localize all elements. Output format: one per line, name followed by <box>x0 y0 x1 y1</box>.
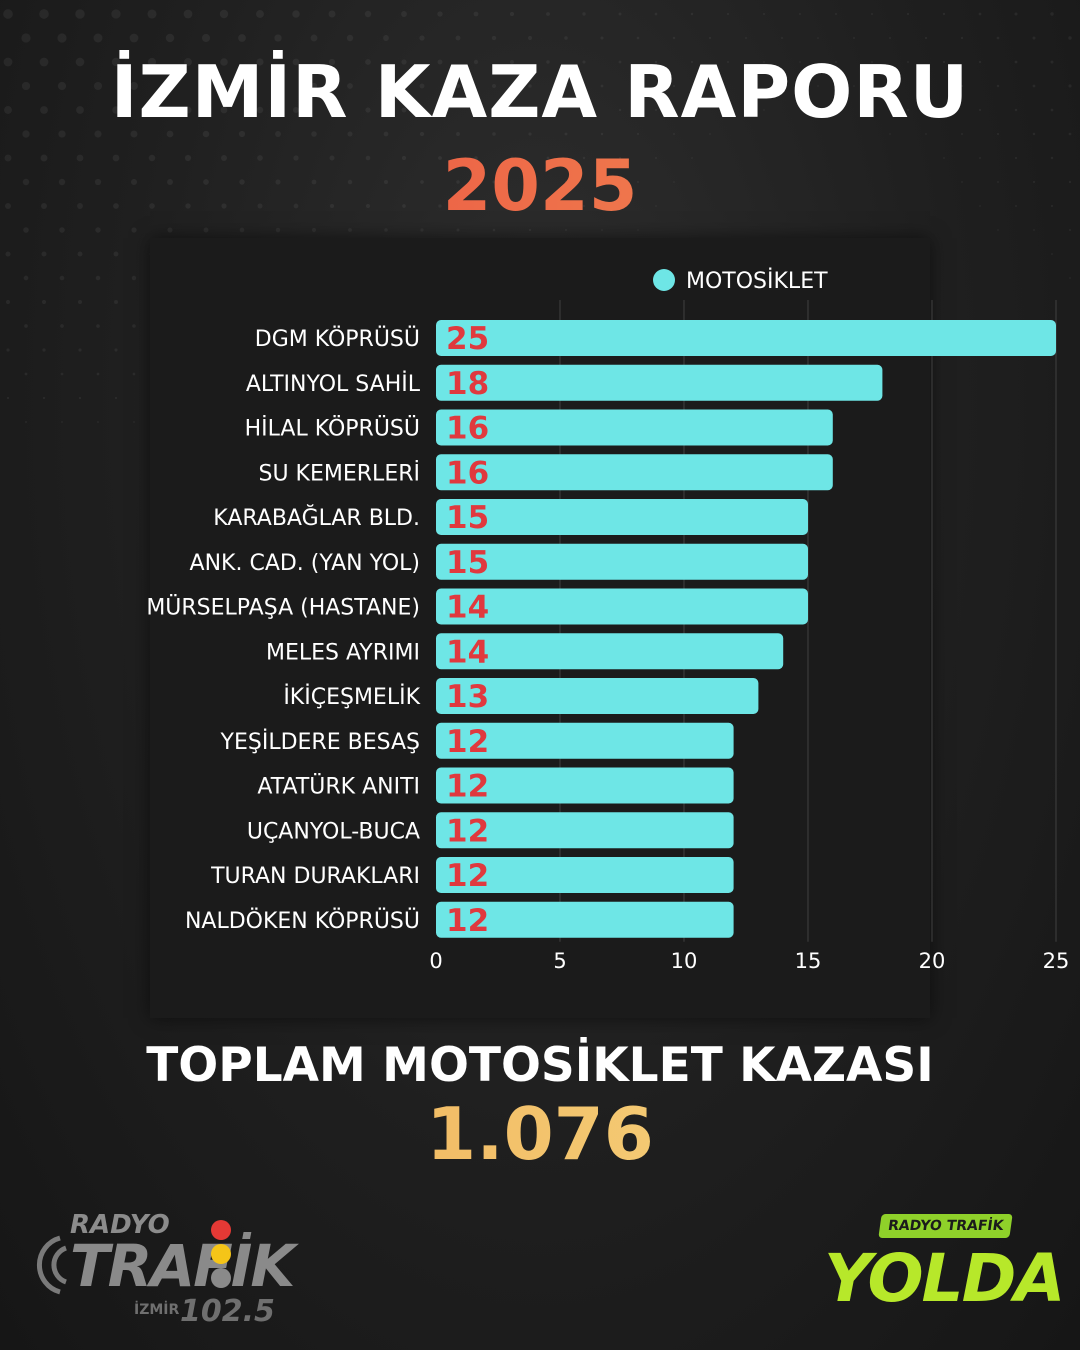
data-label: 15 <box>446 545 489 581</box>
category-label: UÇANYOL-BUCA <box>247 819 420 844</box>
data-label: 12 <box>446 858 489 894</box>
bar <box>436 857 734 893</box>
data-label: 25 <box>446 321 489 357</box>
bar <box>436 454 833 491</box>
category-label: TURAN DURAKLARI <box>210 864 420 889</box>
x-tick-label: 20 <box>919 949 946 973</box>
logo-radyo-text: RADYO <box>70 1210 170 1240</box>
logo-city-text: İZMİR <box>134 1302 180 1318</box>
report-year: 2025 <box>0 145 1080 227</box>
bar <box>436 543 808 580</box>
category-label: KARABAĞLAR BLD. <box>213 505 420 531</box>
bar <box>436 409 833 446</box>
data-label: 12 <box>446 813 489 849</box>
category-label: NALDÖKEN KÖPRÜSÜ <box>185 908 420 934</box>
legend-swatch <box>653 269 675 291</box>
data-label: 16 <box>446 455 489 491</box>
page-title: İZMİR KAZA RAPORU <box>110 50 970 134</box>
category-label: ALTINYOL SAHİL <box>246 371 421 397</box>
x-tick-label: 5 <box>553 949 566 973</box>
data-label: 13 <box>446 679 489 715</box>
bar <box>436 767 734 804</box>
category-label: İKİÇEŞMELİK <box>283 684 420 710</box>
bar <box>436 633 784 670</box>
logo-frequency-text: 102.5 <box>180 1294 275 1329</box>
broadcast-waves-icon <box>36 1235 68 1295</box>
radyo-trafik-logo: RADYO TRAFİK İZMİR 102.5 <box>30 1210 295 1335</box>
logo-badge: RADYO TRAFİK <box>878 1214 1014 1238</box>
category-label: HİLAL KÖPRÜSÜ <box>245 416 420 442</box>
bar <box>436 320 1056 356</box>
total-value: 1.076 <box>0 1092 1080 1176</box>
logo-trafik-text: TRAFİK <box>70 1232 295 1300</box>
data-label: 18 <box>446 366 489 402</box>
bar <box>436 722 734 759</box>
logo-yolda-text: YOLDA <box>824 1240 1065 1317</box>
bar <box>436 901 734 938</box>
data-label: 12 <box>446 724 489 760</box>
yolda-logo: RADYO TRAFİK YOLDA <box>822 1210 1065 1320</box>
total-label: TOPLAM MOTOSİKLET KAZASI <box>146 1038 934 1093</box>
legend-label: MOTOSİKLET <box>686 268 828 294</box>
category-label: MÜRSELPAŞA (HASTANE) <box>146 595 420 621</box>
bar <box>436 364 883 401</box>
traffic-light-icon <box>211 1220 231 1288</box>
bar <box>436 588 808 625</box>
data-label: 14 <box>446 590 489 626</box>
bar <box>436 812 734 849</box>
bar <box>436 499 808 535</box>
category-label: MELES AYRIMI <box>266 640 420 665</box>
category-label: ANK. CAD. (YAN YOL) <box>190 551 420 576</box>
category-label: ATATÜRK ANITI <box>257 774 420 800</box>
data-label: 15 <box>446 500 489 536</box>
x-tick-label: 25 <box>1043 949 1070 973</box>
bar <box>436 678 759 714</box>
data-label: 16 <box>446 411 489 447</box>
x-tick-label: 10 <box>671 949 698 973</box>
x-tick-label: 0 <box>429 949 442 973</box>
category-label: YEŞİLDERE BESAŞ <box>220 729 420 755</box>
category-label: DGM KÖPRÜSÜ <box>255 326 420 352</box>
data-label: 14 <box>446 634 489 670</box>
data-label: 12 <box>446 903 489 939</box>
data-label: 12 <box>446 769 489 805</box>
x-tick-label: 15 <box>795 949 822 973</box>
category-label: SU KEMERLERİ <box>259 460 421 486</box>
